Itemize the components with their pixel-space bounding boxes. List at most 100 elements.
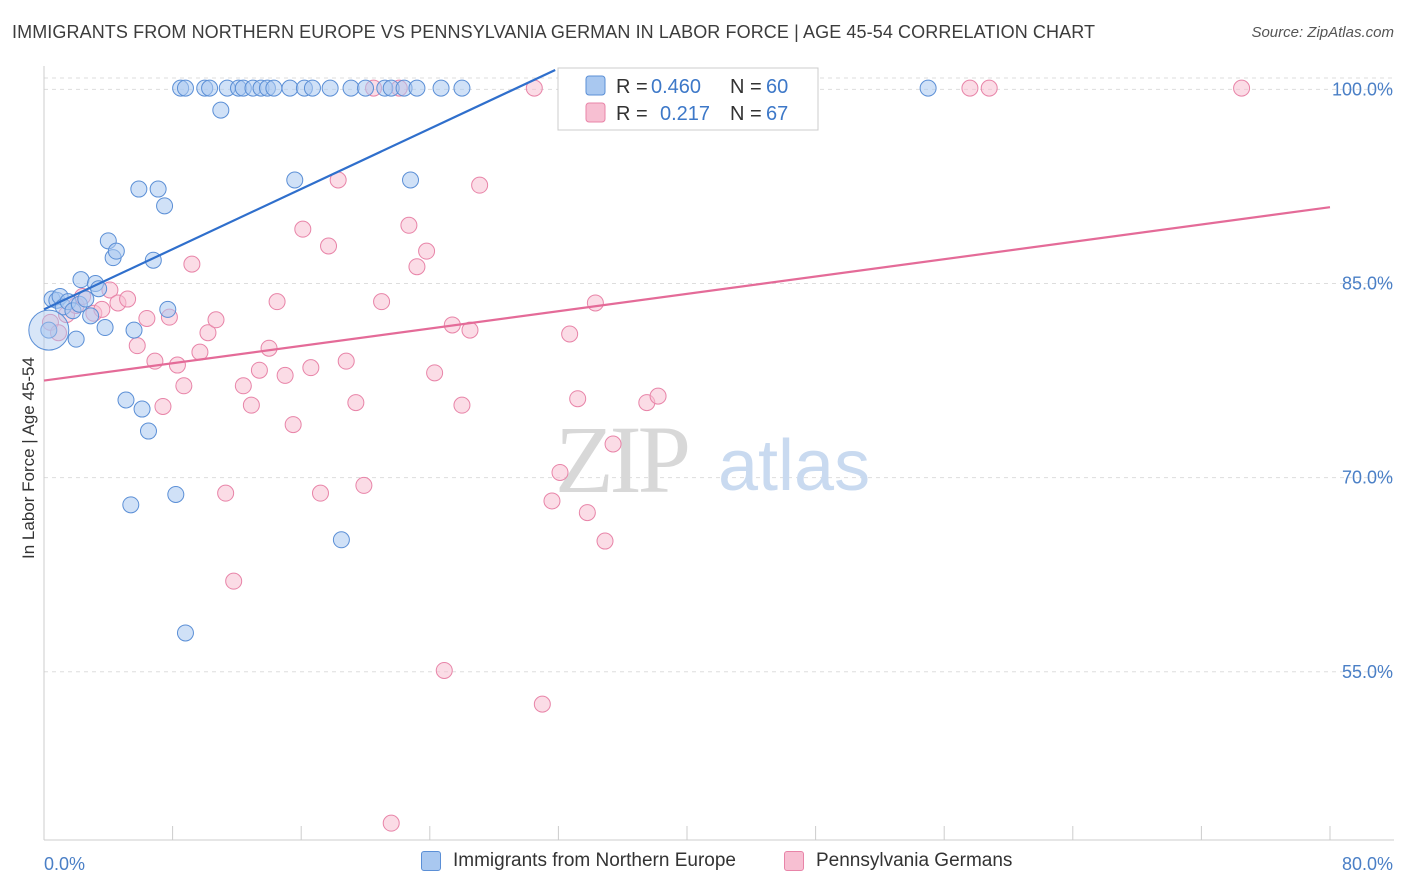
legend-r-label-2: R = <box>616 103 648 125</box>
point-immigrants <box>342 79 360 97</box>
point-pennsylvania-germans <box>294 220 312 238</box>
point-immigrants <box>107 242 125 260</box>
grid-layer <box>44 77 1394 673</box>
point-immigrants <box>156 197 174 215</box>
point-immigrants <box>919 79 937 97</box>
point-pennsylvania-germans <box>250 361 268 379</box>
point-pennsylvania-germans <box>435 661 453 679</box>
legend-swatch-immigrants <box>421 851 441 871</box>
point-pennsylvania-germans <box>119 290 137 308</box>
point-immigrants <box>212 101 230 119</box>
point-immigrants <box>96 319 114 337</box>
legend-n-value-2: 67 <box>766 103 788 125</box>
point-pennsylvania-germans <box>183 255 201 273</box>
point-immigrants <box>176 79 194 97</box>
point-pennsylvania-germans <box>234 377 252 395</box>
tick-layer: 55.0% 70.0% 85.0% 100.0% 0.0% 80.0% <box>44 79 1393 874</box>
point-immigrants <box>133 400 151 418</box>
legend-n-value-1: 60 <box>766 76 788 98</box>
point-pennsylvania-germans <box>260 339 278 357</box>
legend-swatch-pink <box>585 102 606 123</box>
point-pennsylvania-germans <box>320 237 338 255</box>
point-immigrants <box>357 79 374 97</box>
point-pennsylvania-germans <box>533 695 551 713</box>
y-axis-label: In Labor Force | Age 45-54 <box>19 357 38 559</box>
point-immigrants <box>130 180 148 198</box>
legend-r-value-1: 0.460 <box>651 76 701 98</box>
point-immigrants <box>303 79 321 97</box>
legend-n-label-2: N = <box>730 103 762 125</box>
point-immigrants <box>67 330 85 348</box>
point-pennsylvania-germans <box>561 325 579 343</box>
watermark: ZIP atlas <box>555 406 870 513</box>
point-immigrants <box>176 624 194 642</box>
point-pennsylvania-germans <box>302 359 320 377</box>
point-pennsylvania-germans <box>225 572 243 590</box>
point-pennsylvania-germans <box>284 416 302 434</box>
point-pennsylvania-germans <box>311 484 329 502</box>
point-pennsylvania-germans <box>604 435 622 453</box>
legend-label-pennsylvania: Pennsylvania Germans <box>816 850 1013 871</box>
legend-r-value-2: 0.217 <box>660 103 710 125</box>
point-pennsylvania-germans <box>400 216 418 234</box>
point-immigrants <box>265 79 283 97</box>
trendline-immigrants <box>43 69 556 311</box>
point-pennsylvania-germans <box>217 484 235 502</box>
trend-layer <box>43 69 1331 382</box>
point-pennsylvania-germans <box>347 394 365 412</box>
point-immigrants <box>432 79 450 97</box>
y-tick-label: 100.0% <box>1332 79 1393 99</box>
point-immigrants <box>72 271 90 289</box>
point-immigrants <box>167 485 185 503</box>
watermark-atlas: atlas <box>718 426 870 506</box>
point-pennsylvania-germans <box>596 532 614 550</box>
point-pennsylvania-germans <box>418 242 436 260</box>
point-pennsylvania-germans <box>276 366 294 384</box>
point-pennsylvania-germans <box>373 293 391 311</box>
point-immigrants <box>139 422 157 440</box>
point-immigrants <box>159 300 177 318</box>
point-immigrants <box>408 79 426 97</box>
point-immigrants <box>453 79 471 97</box>
point-immigrants <box>117 391 135 409</box>
point-immigrants <box>281 79 299 97</box>
point-pennsylvania-germans <box>649 387 667 405</box>
point-pennsylvania-germans <box>980 79 998 97</box>
point-immigrants <box>321 79 339 97</box>
point-pennsylvania-germans <box>355 476 373 494</box>
point-pennsylvania-germans <box>199 324 217 342</box>
point-pennsylvania-germans <box>543 492 561 510</box>
point-pennsylvania-germans <box>128 337 146 355</box>
point-pennsylvania-germans <box>551 463 569 481</box>
point-immigrants <box>332 531 350 549</box>
point-pennsylvania-germans <box>168 356 186 374</box>
point-pennsylvania-germans <box>578 504 596 522</box>
point-immigrants <box>402 171 420 189</box>
x-tick-label-end: 80.0% <box>1342 854 1393 874</box>
point-pennsylvania-germans <box>453 396 471 414</box>
y-tick-label: 85.0% <box>1342 274 1393 294</box>
axis-layer <box>43 66 1394 841</box>
point-immigrants <box>82 307 100 325</box>
point-pennsylvania-germans <box>1233 79 1251 97</box>
point-pennsylvania-germans <box>408 258 426 276</box>
point-pennsylvania-germans <box>426 364 444 382</box>
point-pennsylvania-germans <box>242 396 260 414</box>
point-pennsylvania-germans <box>382 814 400 832</box>
legend-swatch-pennsylvania <box>784 851 804 871</box>
point-pennsylvania-germans <box>268 293 286 311</box>
source-credit: Source: ZipAtlas.com <box>1251 24 1394 41</box>
chart-title: IMMIGRANTS FROM NORTHERN EUROPE VS PENNS… <box>12 22 1096 42</box>
legend-n-label-1: N = <box>730 76 762 98</box>
point-pennsylvania-germans <box>175 377 193 395</box>
x-tick-label-start: 0.0% <box>44 854 85 874</box>
point-pennsylvania-germans <box>138 309 156 327</box>
point-pennsylvania-germans <box>569 390 587 408</box>
point-pennsylvania-germans <box>207 311 225 329</box>
point-pennsylvania-germans <box>337 352 355 370</box>
point-immigrants <box>122 496 140 514</box>
legend-label-immigrants: Immigrants from Northern Europe <box>453 850 736 871</box>
point-immigrants <box>286 171 304 189</box>
point-pennsylvania-germans <box>961 79 979 97</box>
